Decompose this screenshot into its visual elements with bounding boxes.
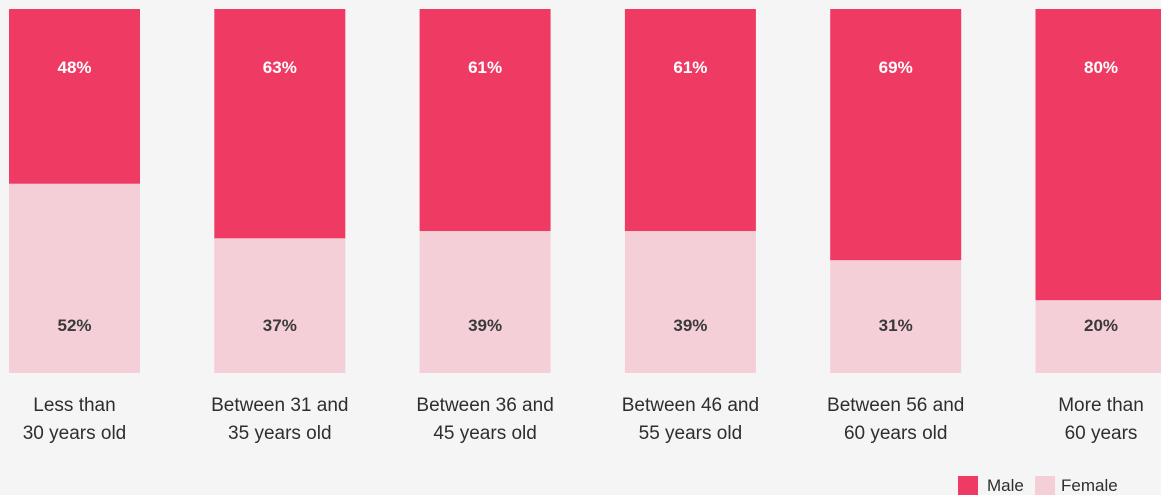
data-label-female-4: 31% <box>879 316 913 335</box>
legend-label-male: Male <box>987 476 1024 495</box>
bar-female-0 <box>9 183 140 373</box>
bar-male-3 <box>624 9 756 232</box>
legend-swatch-female <box>1035 476 1055 495</box>
category-label-4-line-1: 60 years old <box>844 423 948 444</box>
data-label-female-2: 39% <box>468 316 502 335</box>
data-label-female-1: 37% <box>263 316 297 335</box>
bar-male-2 <box>419 9 551 232</box>
category-label-1-line-1: 35 years old <box>228 423 332 444</box>
bar-male-1 <box>214 9 346 239</box>
bar-male-4 <box>830 9 962 261</box>
data-label-female-3: 39% <box>673 316 707 335</box>
bar-female-3 <box>624 231 756 373</box>
data-label-male-3: 61% <box>673 58 707 77</box>
legend-swatch-male <box>958 476 978 495</box>
category-label-3-line-1: 55 years old <box>639 423 743 444</box>
data-label-male-4: 69% <box>879 58 913 77</box>
bar-female-1 <box>214 238 346 373</box>
bar-female-4 <box>830 260 962 373</box>
data-label-female-5: 20% <box>1084 316 1118 335</box>
data-label-male-1: 63% <box>263 58 297 77</box>
category-label-0-line-1: 30 years old <box>23 423 127 444</box>
data-label-female-0: 52% <box>57 316 91 335</box>
legend-label-female: Female <box>1061 476 1118 495</box>
data-label-male-0: 48% <box>57 58 91 77</box>
category-label-5-line-1: 60 years <box>1065 423 1138 444</box>
bar-female-5 <box>1035 300 1161 373</box>
bar-female-2 <box>419 231 551 373</box>
data-label-male-2: 61% <box>468 58 502 77</box>
data-label-male-5: 80% <box>1084 58 1118 77</box>
category-label-1-line-0: Between 31 and <box>211 395 348 416</box>
category-label-2-line-1: 45 years old <box>433 423 537 444</box>
category-label-5-line-0: More than <box>1058 395 1144 416</box>
category-label-3-line-0: Between 46 and <box>622 395 759 416</box>
bar-male-5 <box>1035 9 1161 301</box>
category-label-4-line-0: Between 56 and <box>827 395 964 416</box>
bar-male-0 <box>9 9 140 184</box>
category-label-2-line-0: Between 36 and <box>416 395 553 416</box>
category-label-0-line-0: Less than <box>33 395 115 416</box>
